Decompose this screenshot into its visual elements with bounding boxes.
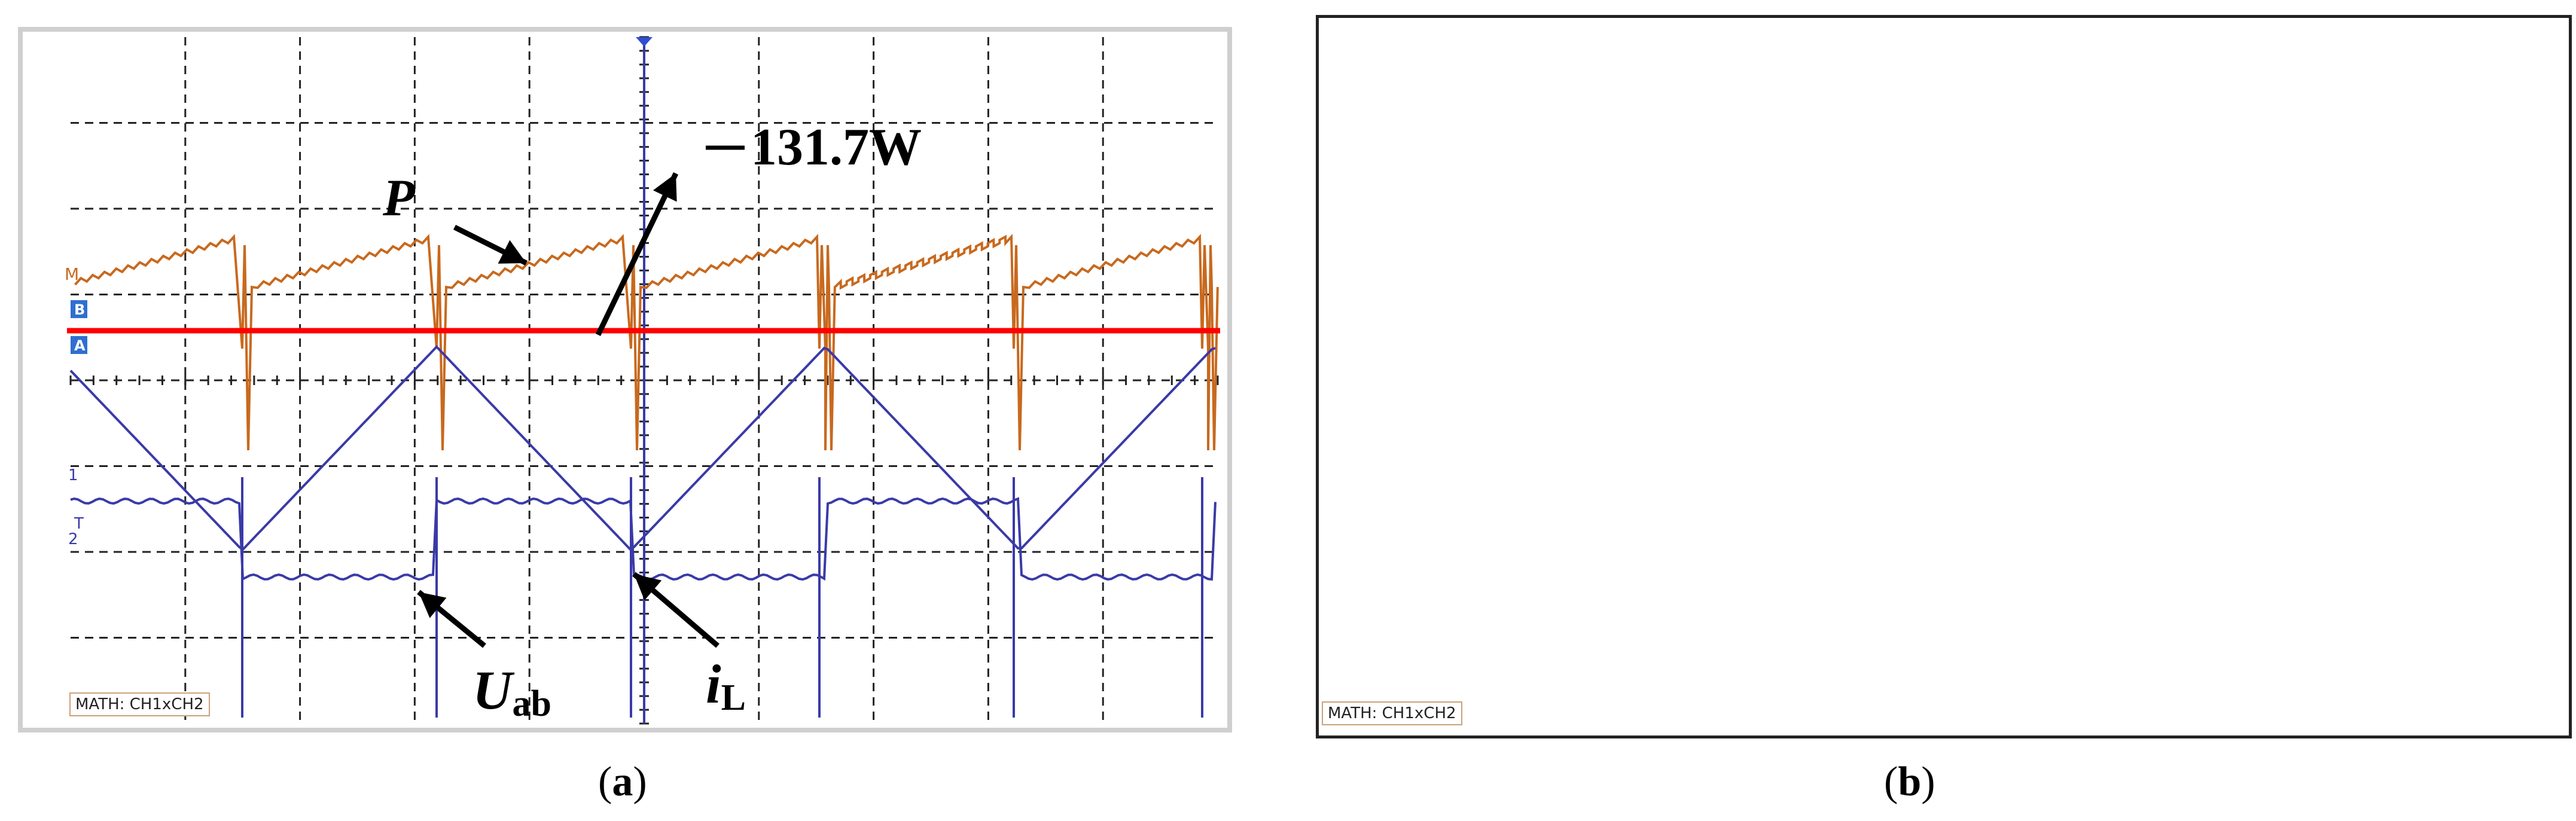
grid-a xyxy=(71,37,1218,724)
marker-ch2-label: 2 xyxy=(68,530,78,548)
caption-a: (a) xyxy=(598,759,647,805)
marker-ch1-label: 1 xyxy=(68,466,78,484)
marker-B-label: B xyxy=(74,301,85,318)
arrow-value-head xyxy=(653,173,677,202)
arrow-value-shaft xyxy=(595,172,679,336)
label-Uab: Uab xyxy=(472,660,551,724)
marker-A-label: A xyxy=(74,337,86,354)
trace-current-iL xyxy=(69,345,1216,551)
marker-B-box xyxy=(71,300,87,318)
label-Uab-main: U xyxy=(472,660,515,721)
label-iL-sub: L xyxy=(721,677,746,718)
scope-frame-b xyxy=(1316,15,2572,738)
scope-panel-a: MB A 1 T2 P 131.7W Uab iL xyxy=(65,36,1220,725)
marker-A-box xyxy=(71,336,87,354)
trigger-marker xyxy=(636,37,653,47)
marker-T-label: T xyxy=(74,515,84,533)
arrow-P-head xyxy=(498,240,526,264)
trace-power-P xyxy=(74,233,1219,451)
caption-a-letter: a xyxy=(612,759,633,805)
label-iL-main: i xyxy=(706,654,721,715)
marker-M-label: M xyxy=(65,264,79,284)
label-P: P xyxy=(382,169,416,227)
label-Uab-sub: ab xyxy=(512,683,551,724)
label-iL: iL xyxy=(706,654,746,718)
arrow-Uab-head xyxy=(419,592,447,618)
power-value-label: 131.7W xyxy=(751,118,922,176)
caption-b-letter: b xyxy=(1898,759,1922,805)
math-label-b: MATH: CH1xCH2 xyxy=(1322,701,1462,725)
arrow-iL-head xyxy=(634,574,662,601)
math-label-a: MATH: CH1xCH2 xyxy=(69,692,210,716)
caption-b: (b) xyxy=(1884,759,1935,805)
